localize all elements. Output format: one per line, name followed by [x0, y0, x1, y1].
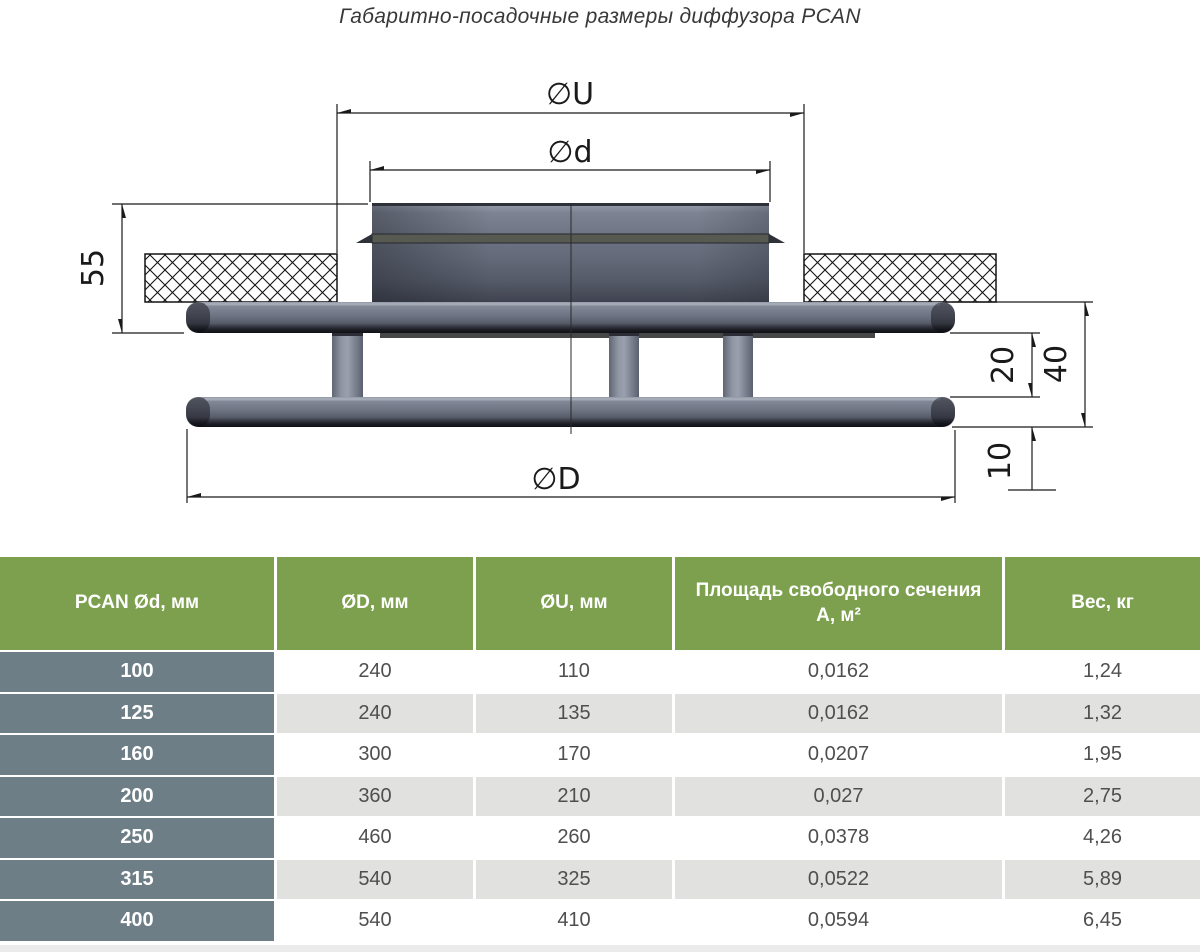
table-cell: 360 — [277, 776, 473, 816]
dim-label-diameter-d-inner: ∅d — [547, 135, 592, 170]
row-header: 160 — [0, 735, 274, 775]
col-header-free-area: Площадь свободного сечения А, м² — [675, 557, 1002, 650]
row-header: 125 — [0, 693, 274, 733]
table-cell: 1,95 — [1005, 735, 1200, 775]
table-cell: 325 — [476, 859, 672, 899]
table-cell: 540 — [277, 859, 473, 899]
table-cell: 0,0522 — [675, 859, 1002, 899]
row-header: 100 — [0, 652, 274, 692]
table-cell: 0,0594 — [675, 901, 1002, 941]
table-cell: 6,45 — [1005, 901, 1200, 941]
table-cell: 2,75 — [1005, 776, 1200, 816]
table-cell: 300 — [277, 735, 473, 775]
row-header: 400 — [0, 901, 274, 941]
table-cell: 0,027 — [675, 776, 1002, 816]
dim-label-20: 20 — [986, 346, 1021, 384]
standoff-posts — [332, 333, 753, 397]
table-cell: 210 — [476, 776, 672, 816]
dim-label-40: 40 — [1039, 345, 1074, 383]
table-cell: 460 — [277, 818, 473, 858]
table-cell: 240 — [277, 693, 473, 733]
col-header-u: ØU, мм — [476, 557, 672, 650]
table-cell: 540 — [277, 901, 473, 941]
table-cell: 5,89 — [1005, 859, 1200, 899]
table-cell: 260 — [476, 818, 672, 858]
page-title: Габаритно-посадочные размеры диффузора P… — [339, 5, 861, 28]
col-header-big-d: ØD, мм — [277, 557, 473, 650]
dim-label-diameter-d-outer: ∅D — [531, 462, 580, 497]
table-cell: 240 — [277, 652, 473, 692]
technical-drawing: ∅U ∅d ∅D 55 20 40 10 — [76, 77, 1093, 503]
col-header-weight: Вес, кг — [1005, 557, 1200, 650]
table-cell: 135 — [476, 693, 672, 733]
table-cell: 0,0378 — [675, 818, 1002, 858]
table-cell: 410 — [476, 901, 672, 941]
dim-label-55: 55 — [76, 249, 111, 287]
dim-label-diameter-u: ∅U — [546, 77, 594, 112]
table-cell: 1,24 — [1005, 652, 1200, 692]
table-cell: 1,32 — [1005, 693, 1200, 733]
table-cell: 110 — [476, 652, 672, 692]
row-header: 315 — [0, 859, 274, 899]
row-header: 250 — [0, 818, 274, 858]
table-cell: 4,26 — [1005, 818, 1200, 858]
dim-label-10: 10 — [983, 442, 1018, 480]
table-cell: 0,0207 — [675, 735, 1002, 775]
dimension-lines — [112, 104, 1093, 503]
table-cell: 0,0162 — [675, 693, 1002, 733]
insulation-right — [803, 253, 997, 303]
dimensions-table: PCAN Ød, мм ØD, мм ØU, мм Площадь свобод… — [0, 557, 1200, 941]
table-cell: 0,0162 — [675, 652, 1002, 692]
insulation-left — [144, 253, 338, 303]
table-bottom-strip — [0, 945, 1200, 952]
row-header: 200 — [0, 776, 274, 816]
table-cell: 170 — [476, 735, 672, 775]
col-header-pcan-d: PCAN Ød, мм — [0, 557, 274, 650]
